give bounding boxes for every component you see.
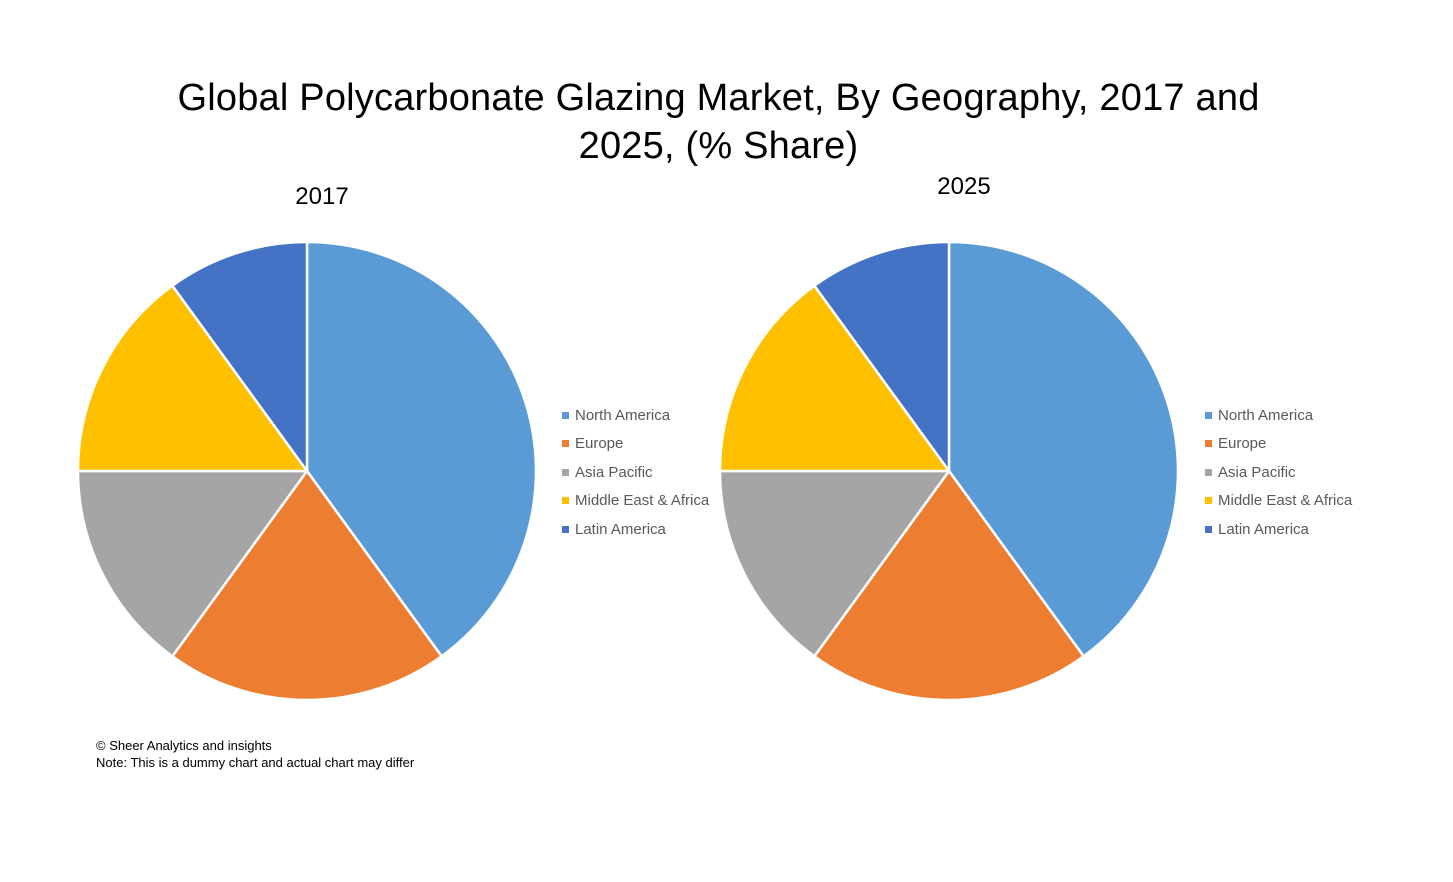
legend-label: Middle East & Africa <box>1218 492 1353 510</box>
legend-2025: North America Europe Asia Pacific Middle Ea… <box>1205 401 1352 544</box>
pie-chart-2017 <box>76 240 538 702</box>
legend-item-latin-america: Latin America <box>562 515 709 544</box>
chart-title: Global Polycarbonate Glazing Market, By … <box>0 74 1437 170</box>
legend-item-asia-pacific: Asia Pacific <box>1205 458 1352 487</box>
pie-slice-latin-america <box>813 240 951 473</box>
legend-swatch <box>562 411 569 419</box>
copyright-text: © Sheer Analytics and insights <box>96 738 272 753</box>
legend-2017: North America Europe Asia Pacific Middle Ea… <box>562 401 709 544</box>
legend-label: Middle East & Africa <box>575 492 710 510</box>
legend-label: Europe <box>1218 435 1267 453</box>
pie-slice-latin-america <box>171 240 309 473</box>
pie-chart-2025 <box>718 240 1180 702</box>
legend-label: Latin America <box>575 520 666 538</box>
chart-title-line-1: Global Polycarbonate Glazing Market, By … <box>177 77 1260 119</box>
legend-item-europe: Europe <box>562 430 709 459</box>
legend-label: Latin America <box>1218 520 1309 538</box>
pie-slice-north-america <box>947 240 1180 658</box>
legend-label: North America <box>1218 406 1314 424</box>
footer: © Sheer Analytics and insights Note: Thi… <box>96 737 414 771</box>
legend-swatch <box>562 440 569 448</box>
pie-slice-asia-pacific <box>718 469 951 658</box>
legend-item-middle-east-and-africa: Middle East & Africa <box>562 487 709 516</box>
legend-item-asia-pacific: Asia Pacific <box>562 458 709 487</box>
pie-title-2017: 2017 <box>295 183 349 210</box>
legend-swatch <box>562 468 569 476</box>
legend-item-middle-east-and-africa: Middle East & Africa <box>1205 487 1352 516</box>
pie-title-2025: 2025 <box>937 173 991 200</box>
chart-title-line-2: 2025, (% Share) <box>578 125 859 167</box>
legend-swatch <box>562 497 569 505</box>
pie-slice-middle-east-and-africa <box>718 284 951 473</box>
legend-swatch <box>1205 497 1212 505</box>
pie-slice-asia-pacific <box>76 469 309 658</box>
legend-label: Europe <box>575 435 624 453</box>
note-text: Note: This is a dummy chart and actual c… <box>96 755 415 770</box>
legend-swatch <box>562 525 569 533</box>
pie-slice-north-america <box>305 240 538 658</box>
legend-label: Asia Pacific <box>1218 463 1296 481</box>
legend-swatch <box>1205 468 1212 476</box>
pie-slice-europe <box>171 469 443 702</box>
legend-swatch <box>1205 440 1212 448</box>
legend-item-north-america: North America <box>1205 401 1352 430</box>
legend-item-europe: Europe <box>1205 430 1352 459</box>
legend-item-latin-america: Latin America <box>1205 515 1352 544</box>
legend-item-north-america: North America <box>562 401 709 430</box>
legend-label: North America <box>575 406 671 424</box>
pie-slice-europe <box>813 469 1085 702</box>
legend-swatch <box>1205 411 1212 419</box>
legend-label: Asia Pacific <box>575 463 653 481</box>
legend-swatch <box>1205 525 1212 533</box>
pie-slice-middle-east-and-africa <box>76 284 309 473</box>
